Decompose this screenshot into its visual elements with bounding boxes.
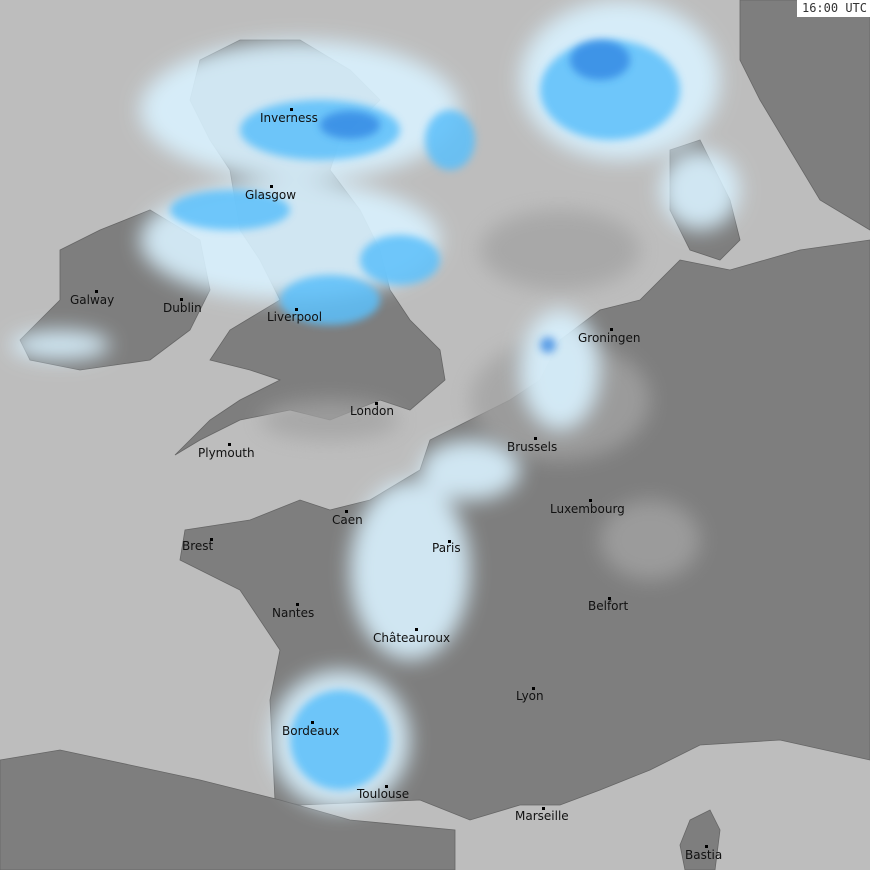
city-label: Luxembourg — [550, 502, 625, 516]
city-marker — [295, 308, 298, 311]
city-label: Plymouth — [198, 446, 255, 460]
city-label: London — [350, 404, 394, 418]
city-marker — [532, 687, 535, 690]
city-label: Belfort — [588, 599, 629, 613]
city-marker — [448, 540, 451, 543]
city-label: Nantes — [272, 606, 315, 620]
city-label: Bordeaux — [282, 724, 340, 738]
city-label: Brest — [182, 539, 214, 553]
city-marker — [385, 785, 388, 788]
city-label: Bastia — [685, 848, 723, 862]
city-label: Caen — [332, 513, 363, 527]
city-marker — [270, 185, 273, 188]
city-marker — [290, 108, 293, 111]
land-corsica — [679, 809, 721, 870]
city-marker — [542, 807, 545, 810]
city-label: Dublin — [163, 301, 202, 315]
city-marker — [311, 721, 314, 724]
city-marker — [228, 443, 231, 446]
city-marker — [180, 298, 183, 301]
city-label: Galway — [70, 293, 115, 307]
city-marker — [95, 290, 98, 293]
city-label: Paris — [432, 541, 461, 555]
city-marker — [610, 328, 613, 331]
city-label: Glasgow — [245, 188, 297, 202]
city-label: Toulouse — [357, 787, 410, 801]
city-label: Inverness — [260, 111, 318, 125]
timestamp-label: 16:00 UTC — [796, 0, 870, 17]
city-label: Marseille — [515, 809, 569, 823]
city-marker — [210, 538, 213, 541]
city-label: Liverpool — [267, 310, 323, 324]
city-marker — [589, 499, 592, 502]
city-marker — [375, 402, 378, 405]
city-label: Brussels — [507, 440, 558, 454]
land-scandinavia — [739, 0, 870, 231]
city-marker — [296, 603, 299, 606]
city-marker — [345, 510, 348, 513]
precipitation — [10, 0, 740, 810]
city-label: Groningen — [578, 331, 641, 345]
city-marker — [534, 437, 537, 440]
city-marker — [608, 597, 611, 600]
land-spain — [0, 749, 456, 870]
city-label: Lyon — [516, 689, 544, 703]
city-marker — [705, 845, 708, 848]
city-label: Châteauroux — [373, 631, 451, 645]
city-marker — [415, 628, 418, 631]
